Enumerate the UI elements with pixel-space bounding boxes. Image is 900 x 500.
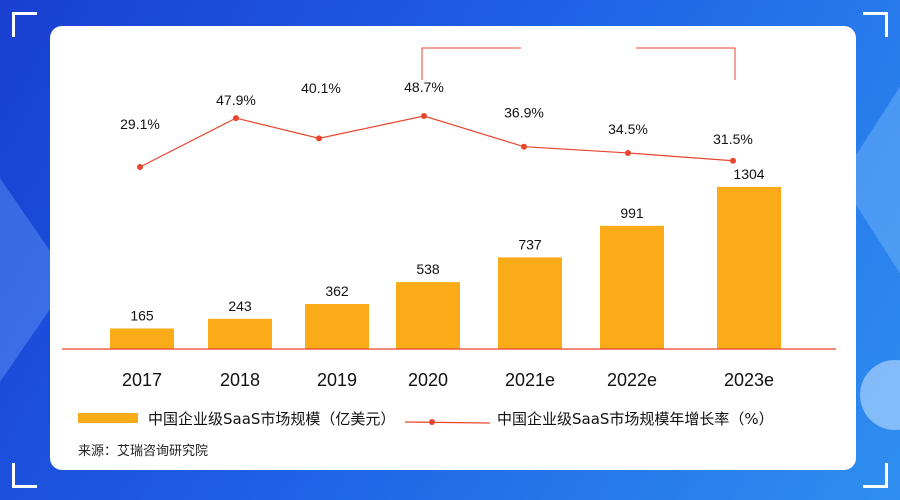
bar-2019 <box>305 304 369 349</box>
growth-point-2019 <box>316 135 322 142</box>
bar-value-label-2017: 165 <box>130 307 154 323</box>
growth-label-2021e: 36.9% <box>504 105 544 121</box>
growth-label-2022e: 34.5% <box>608 121 648 137</box>
bar-2022e <box>600 225 664 349</box>
x-tick-label-2018: 2018 <box>220 370 260 390</box>
x-tick-label-2021e: 2021e <box>505 370 555 390</box>
corner-bracket-bottom-left <box>12 463 37 488</box>
bar-value-label-2021e: 737 <box>518 236 542 252</box>
growth-point-2020 <box>421 113 427 119</box>
legend-line-marker <box>429 419 435 425</box>
bar-value-label-2023e: 1304 <box>733 166 764 182</box>
legend-line-label: 中国企业级SaaS市场规模年增长率（%） <box>497 410 774 428</box>
bar-value-label-2018: 243 <box>228 298 252 314</box>
x-tick-label-2022e: 2022e <box>607 370 657 390</box>
growth-label-2020: 48.7% <box>404 79 444 95</box>
x-tick-label-2023e: 2023e <box>724 370 774 390</box>
bar-2018 <box>208 318 272 349</box>
legend-line-swatch <box>404 421 491 424</box>
x-tick-label-2019: 2019 <box>317 370 357 390</box>
growth-point-2021e <box>521 143 527 150</box>
corner-bracket-bottom-right <box>863 463 888 488</box>
growth-label-2018: 47.9% <box>216 92 256 108</box>
bar-2021e <box>498 257 562 349</box>
annotation-bracket-left <box>421 47 521 80</box>
corner-bracket-top-left <box>12 12 37 37</box>
growth-label-2019: 40.1% <box>301 80 341 96</box>
annotation-brackets <box>421 47 736 80</box>
bar-2017 <box>110 328 174 349</box>
growth-label-2023e: 31.5% <box>713 131 753 147</box>
x-tick-label-2020: 2020 <box>408 370 448 390</box>
source-note: 来源：艾瑞咨询研究院 <box>78 444 209 459</box>
bar-value-label-2022e: 991 <box>620 205 644 221</box>
x-tick-label-2017: 2017 <box>122 370 162 390</box>
growth-label-2017: 29.1% <box>120 116 160 132</box>
bar-value-label-2020: 538 <box>416 261 440 277</box>
legend-bar-label: 中国企业级SaaS市场规模（亿美元） <box>148 410 395 428</box>
bar-2023e <box>717 186 781 349</box>
corner-bracket-top-right <box>863 12 888 37</box>
legend-bar-swatch <box>78 413 138 423</box>
growth-point-2022e <box>625 149 631 156</box>
bar-2020 <box>396 282 460 349</box>
growth-point-2023e <box>730 157 736 164</box>
annotation-bracket-right <box>636 47 736 80</box>
growth-point-2018 <box>233 115 239 122</box>
bar-value-label-2019: 362 <box>325 283 349 299</box>
growth-point-2017 <box>137 164 143 170</box>
